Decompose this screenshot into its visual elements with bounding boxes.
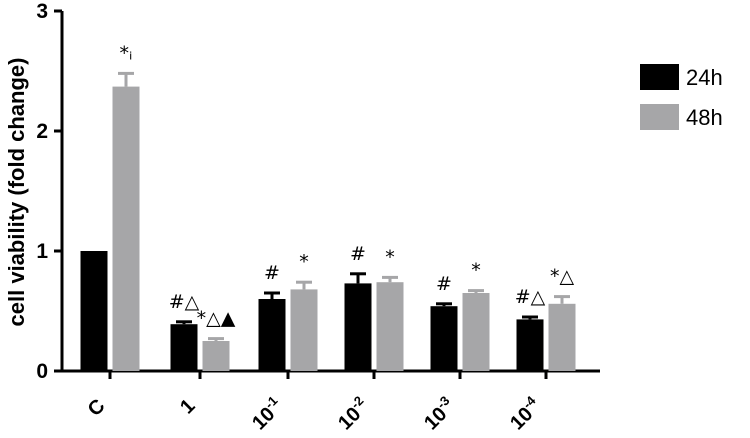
legend: 24h 48h [640, 64, 723, 130]
x-tick-label: 1 [176, 395, 199, 418]
x-tick-label: 10-4 [504, 392, 546, 434]
annotations: #△ # # # #△ *ᵢ *△▲ * * * *△ [120, 42, 575, 329]
y-tick-label: 1 [36, 240, 48, 263]
bar-24h [516, 319, 544, 371]
significance-marker: # [436, 273, 452, 295]
significance-marker: # [264, 262, 280, 284]
significance-marker: *△ [550, 266, 575, 288]
significance-marker: * [299, 251, 309, 273]
significance-marker: *ᵢ [120, 42, 133, 64]
y-axis-label: cell viability (fold change) [4, 58, 29, 327]
bar-48h [202, 341, 230, 371]
bar-48h [290, 289, 318, 371]
significance-marker: * [385, 246, 395, 268]
x-axis: C 1 10-1 10-2 10-3 10-4 [62, 369, 600, 435]
legend-label: 48h [686, 105, 723, 130]
bar-24h [430, 306, 458, 371]
significance-marker: #△ [515, 286, 546, 308]
y-tick-label: 0 [36, 360, 48, 383]
bar-24h [344, 283, 372, 371]
y-tick-label: 2 [36, 120, 48, 143]
significance-marker: * [471, 260, 481, 282]
significance-marker: #△ [169, 291, 200, 313]
bar-48h [548, 303, 576, 371]
bar-48h [376, 282, 404, 371]
significance-marker: *△▲ [197, 308, 236, 330]
bars [80, 71, 576, 371]
x-tick-label: 10-2 [332, 393, 374, 435]
legend-swatch [640, 64, 679, 90]
x-tick-label: C [84, 395, 110, 421]
y-axis: 0 1 2 3 [36, 0, 64, 383]
x-tick-label: 10-3 [418, 393, 460, 435]
bar-24h [80, 251, 108, 371]
significance-marker: # [350, 243, 366, 265]
bar-24h [170, 324, 198, 371]
legend-label: 24h [686, 65, 723, 90]
y-tick-label: 3 [36, 0, 48, 23]
bar-48h [112, 86, 140, 371]
legend-swatch [640, 104, 679, 130]
bar-24h [258, 299, 286, 371]
bar-48h [462, 293, 490, 371]
x-tick-label: 10-1 [246, 393, 288, 435]
